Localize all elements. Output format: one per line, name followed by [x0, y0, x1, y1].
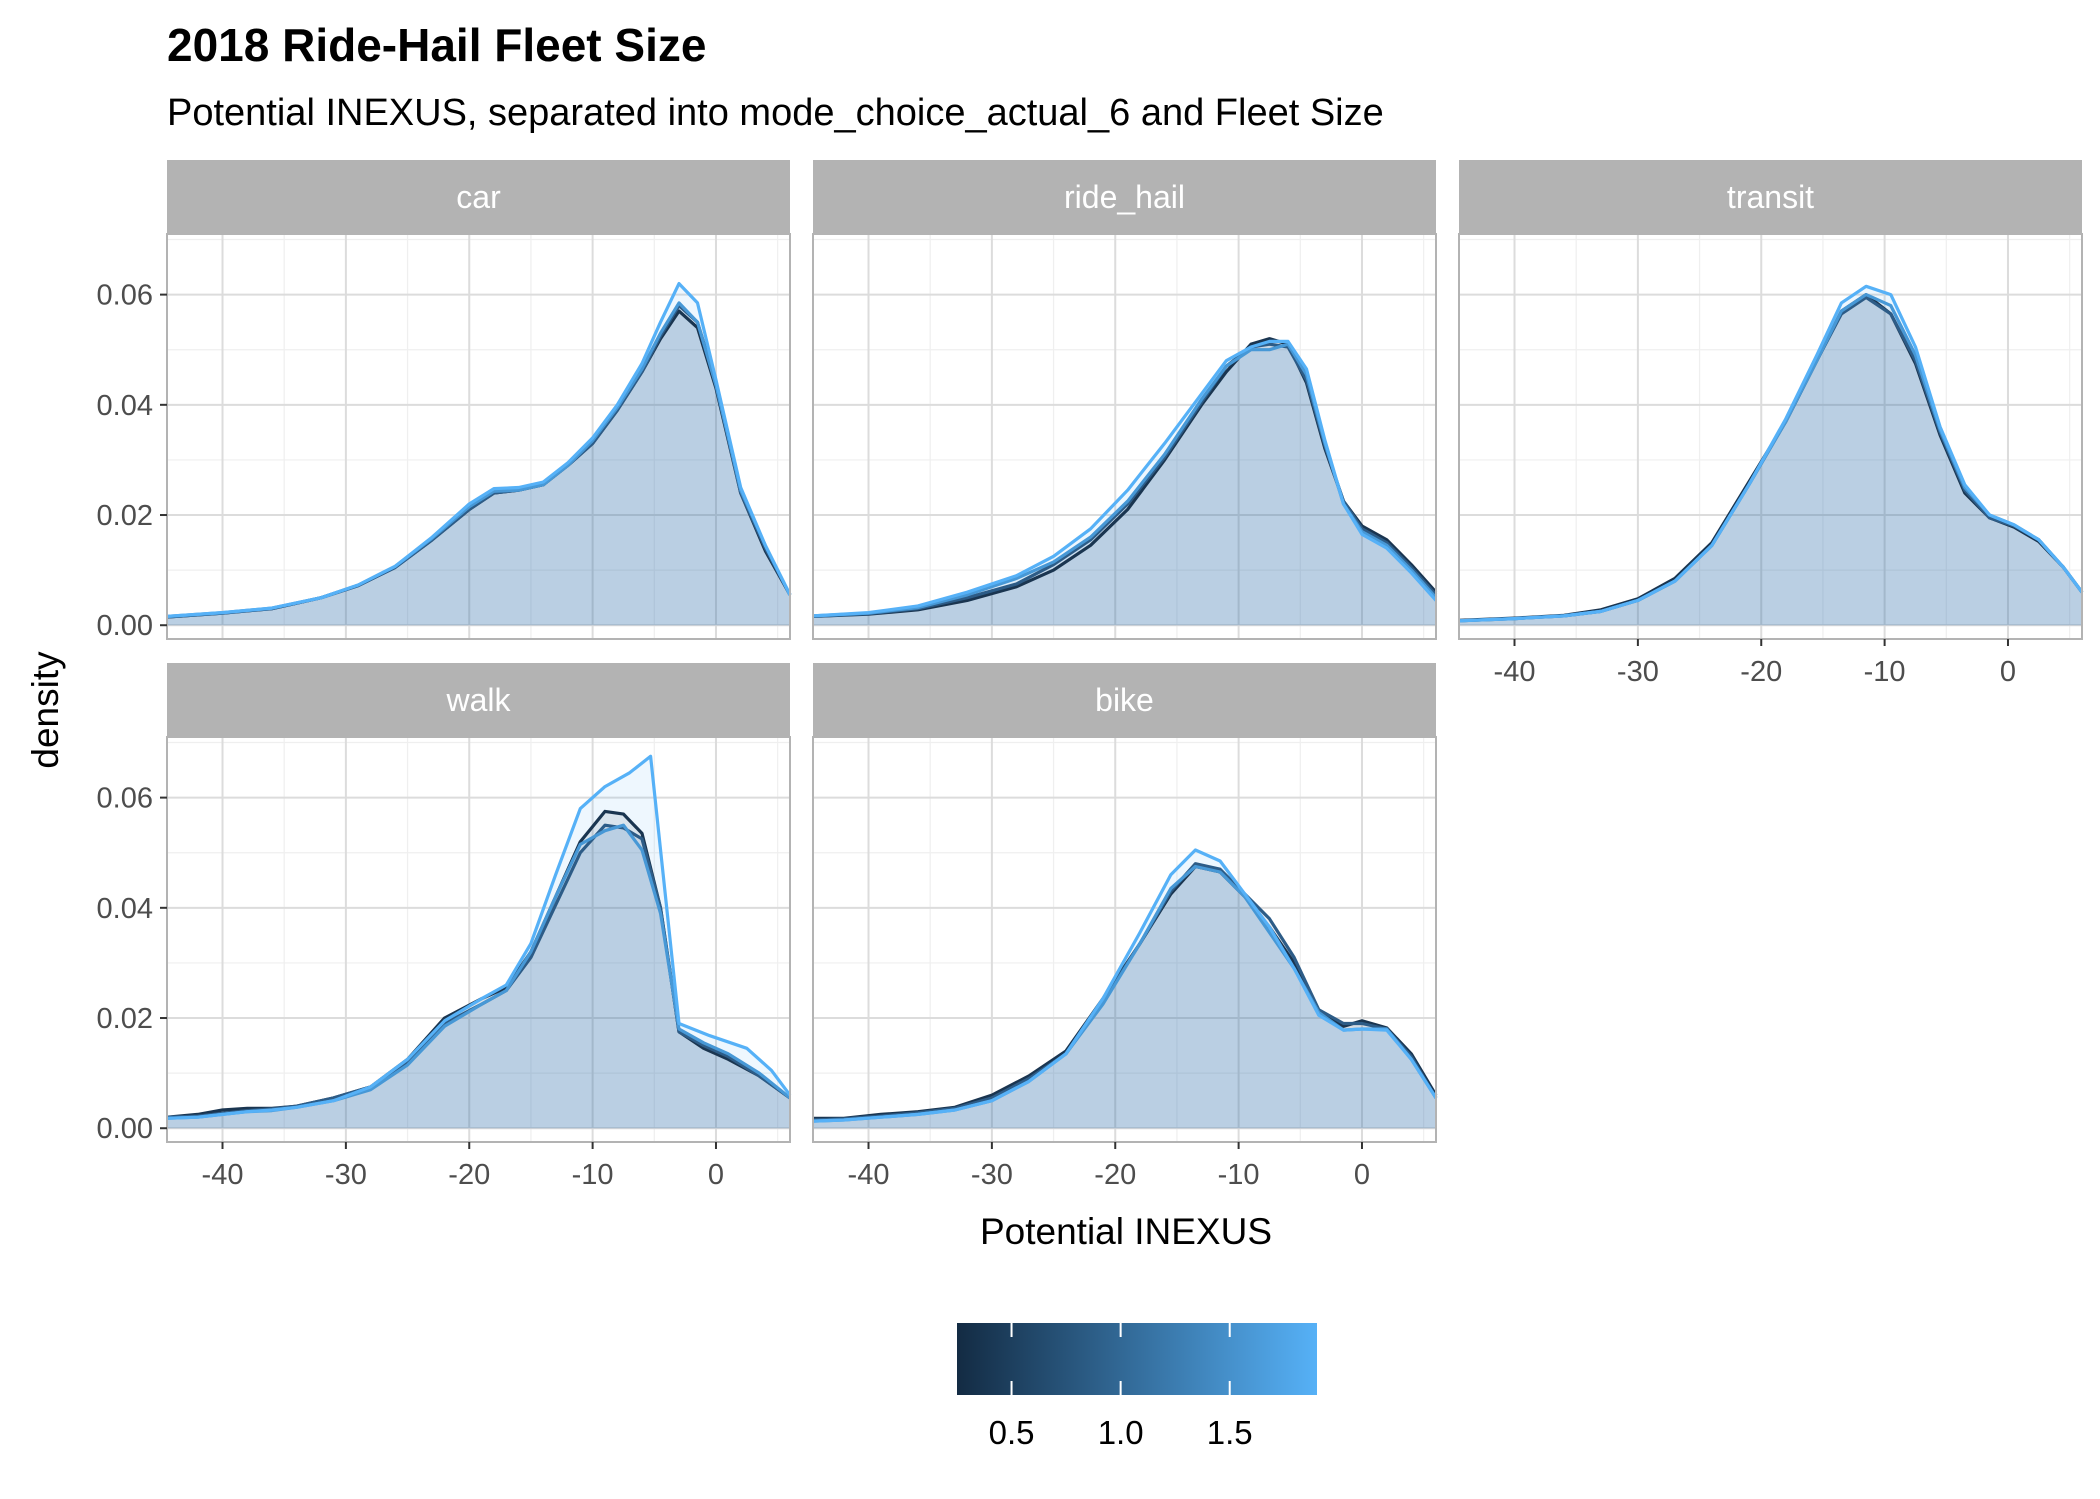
chart-subtitle: Potential INEXUS, separated into mode_ch…: [167, 92, 1384, 134]
legend-tick-label: 1.5: [1207, 1414, 1253, 1451]
y-tick-label: 0.04: [97, 390, 153, 422]
density-area: [1459, 294, 2082, 626]
x-tick-label: -20: [448, 1159, 490, 1191]
panel-border: [166, 736, 791, 1143]
facet-panel-ride-hail: ride_hail: [812, 160, 1438, 640]
density-area: [813, 866, 1436, 1129]
density-line: [812, 339, 1438, 618]
panel-border: [1458, 233, 2083, 640]
facet-panel-walk: walk: [166, 663, 792, 1143]
density-area: [1459, 294, 2082, 626]
panel-background: [813, 737, 1436, 1142]
panel-border: [812, 233, 1437, 640]
x-tick-label: -40: [1494, 656, 1536, 688]
x-tick-label: -40: [848, 1159, 890, 1191]
y-tick-label: 0.02: [97, 500, 153, 532]
density-area: [813, 866, 1436, 1129]
facet-strip: [813, 663, 1436, 737]
x-tick-label: 0: [1354, 1159, 1370, 1191]
y-tick-label: 0.00: [97, 1113, 153, 1145]
legend-colorbar: [957, 1323, 1317, 1395]
facet-strip-label: walk: [445, 682, 511, 718]
y-axis-title: density: [25, 651, 66, 769]
density-area: [167, 825, 790, 1129]
y-tick-label: 0.00: [97, 610, 153, 642]
density-area: [813, 863, 1436, 1129]
y-tick-label: 0.06: [97, 783, 153, 815]
x-tick-label: -40: [202, 1159, 244, 1191]
facet-panels: car ride_hail transit walk bike: [166, 160, 2084, 1143]
x-tick-label: -30: [325, 1159, 367, 1191]
panel-background: [1459, 234, 2082, 639]
axes: 0.00 0.02 0.04 0.06 -40 -30 -20 -10 0 0.00 0.02 0.0…: [97, 280, 2017, 1191]
color-legend: 0.5 1.0 1.5: [957, 1323, 1317, 1451]
x-tick-label: 0: [2000, 656, 2016, 688]
density-line: [1458, 284, 2084, 623]
x-tick-label: -10: [1218, 1159, 1260, 1191]
panel-border: [812, 736, 1437, 1143]
density-area: [813, 344, 1436, 626]
x-tick-label: -30: [971, 1159, 1013, 1191]
density-area: [813, 338, 1436, 626]
facet-strip-label: car: [456, 179, 501, 215]
facet-strip: [1459, 160, 2082, 234]
facet-strip-label: bike: [1095, 682, 1154, 718]
facet-strip: [813, 160, 1436, 234]
x-tick-label: -10: [1864, 656, 1906, 688]
density-area: [813, 344, 1436, 626]
density-area: [167, 811, 790, 1129]
panel-background: [167, 234, 790, 639]
density-area: [813, 850, 1436, 1129]
panel-background: [167, 737, 790, 1142]
density-area: [1459, 297, 2082, 626]
legend-tick-label: 1.0: [1098, 1414, 1144, 1451]
chart-title: 2018 Ride-Hail Fleet Size: [167, 19, 707, 71]
density-line: [166, 282, 792, 618]
x-tick-label: -30: [1617, 656, 1659, 688]
facet-strip-label: transit: [1727, 179, 1814, 215]
y-tick-label: 0.04: [97, 893, 153, 925]
x-tick-label: 0: [708, 1159, 724, 1191]
facet-panel-transit: transit: [1458, 160, 2084, 640]
panel-background: [813, 234, 1436, 639]
facet-panel-bike: bike: [812, 663, 1438, 1143]
x-tick-label: -10: [572, 1159, 614, 1191]
density-line: [166, 754, 792, 1120]
legend-tick-label: 0.5: [989, 1414, 1035, 1451]
facet-strip: [167, 663, 790, 737]
x-tick-label: -20: [1094, 1159, 1136, 1191]
density-area: [167, 825, 790, 1129]
density-area: [167, 756, 790, 1129]
y-tick-label: 0.02: [97, 1003, 153, 1035]
density-area: [167, 311, 790, 626]
facet-strip: [167, 160, 790, 234]
density-line: [812, 848, 1438, 1123]
density-area: [813, 341, 1436, 626]
facet-panel-car: car: [166, 160, 792, 640]
density-area: [167, 283, 790, 626]
density-area: [1459, 286, 2082, 626]
facet-strip-label: ride_hail: [1064, 179, 1185, 215]
y-tick-label: 0.06: [97, 280, 153, 312]
x-axis-title: Potential INEXUS: [980, 1211, 1272, 1252]
panel-border: [166, 233, 791, 640]
x-tick-label: -20: [1740, 656, 1782, 688]
